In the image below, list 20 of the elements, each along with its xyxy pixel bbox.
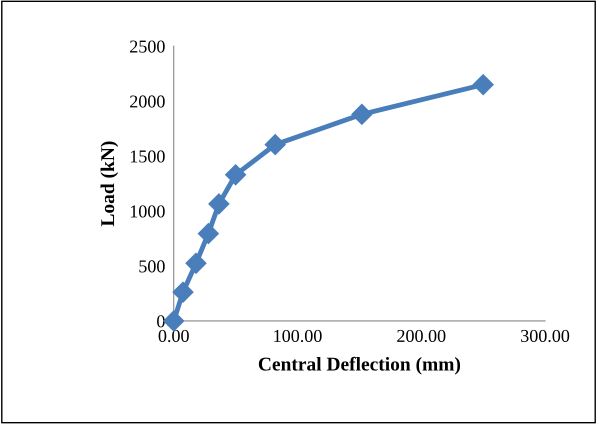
point (172, 282, 194, 303)
y-tick-label: 1500 (130, 150, 165, 163)
y-tick-label: 1000 (130, 205, 165, 218)
point (185, 252, 207, 274)
x-tick-label: 0.00 (158, 330, 189, 342)
point (198, 223, 219, 244)
x-tick-label: 300.00 (521, 330, 570, 342)
point (264, 134, 286, 156)
point (351, 104, 372, 125)
y-axis-title: Load (kN) (100, 141, 118, 226)
y-tick-label: 500 (139, 260, 165, 272)
y-tick-label: 2500 (130, 40, 165, 53)
point (472, 74, 494, 96)
y-tick-label: 0 (157, 315, 165, 328)
x-tick-label: 100.00 (274, 330, 322, 342)
y-tick-label: 2000 (130, 95, 165, 108)
point (225, 164, 246, 186)
x-tick-label: 200.00 (397, 330, 446, 342)
x-axis-title: Central Deflection (mm) (258, 356, 460, 375)
point (208, 193, 230, 214)
